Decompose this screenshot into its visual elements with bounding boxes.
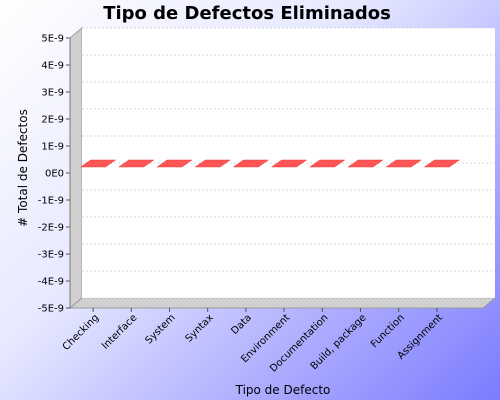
x-axis-label: Tipo de Defecto (235, 383, 331, 397)
bar (270, 159, 308, 168)
y-axis-label: # Total de Defectos (16, 109, 30, 227)
bar (309, 159, 346, 168)
bar (347, 159, 384, 168)
y-tick-label: -5E-9 (38, 304, 64, 315)
bar (423, 159, 461, 168)
x-tick-label: Syntax (184, 312, 216, 344)
bar (194, 159, 231, 168)
x-tick-label: Data (229, 312, 254, 337)
bar (385, 159, 422, 168)
y-tick-label: 2E-9 (41, 115, 64, 126)
x-tick-label: Checking (61, 312, 101, 352)
bar (118, 159, 155, 168)
x-tick-label: Interface (100, 312, 139, 351)
y-tick-label: -1E-9 (38, 196, 64, 207)
x-tick-label: Function (369, 312, 407, 350)
y-tick-label: -2E-9 (38, 223, 64, 234)
chart-title: Tipo de Defectos Eliminados (103, 3, 391, 24)
plot-left-wall (69, 26, 83, 310)
y-tick-label: 0E0 (45, 169, 64, 180)
y-tick-label: 1E-9 (41, 142, 64, 153)
bar (156, 159, 193, 168)
grid-lines (82, 27, 495, 299)
bar (79, 159, 117, 168)
bars (79, 159, 461, 168)
plot-floor (68, 297, 497, 309)
y-tick-label: 5E-9 (41, 34, 64, 45)
y-tick-label: -3E-9 (38, 250, 64, 261)
bar (232, 159, 270, 168)
y-tick-label: -4E-9 (38, 277, 64, 288)
x-tick-label: System (143, 312, 177, 346)
y-axis: 5E-9 4E-9 3E-9 2E-9 1E-9 0E0 -1E-9 -2E-9 -3E-9 -4… (38, 34, 71, 315)
y-tick-label: 3E-9 (41, 88, 64, 99)
y-tick-label: 4E-9 (41, 61, 64, 72)
